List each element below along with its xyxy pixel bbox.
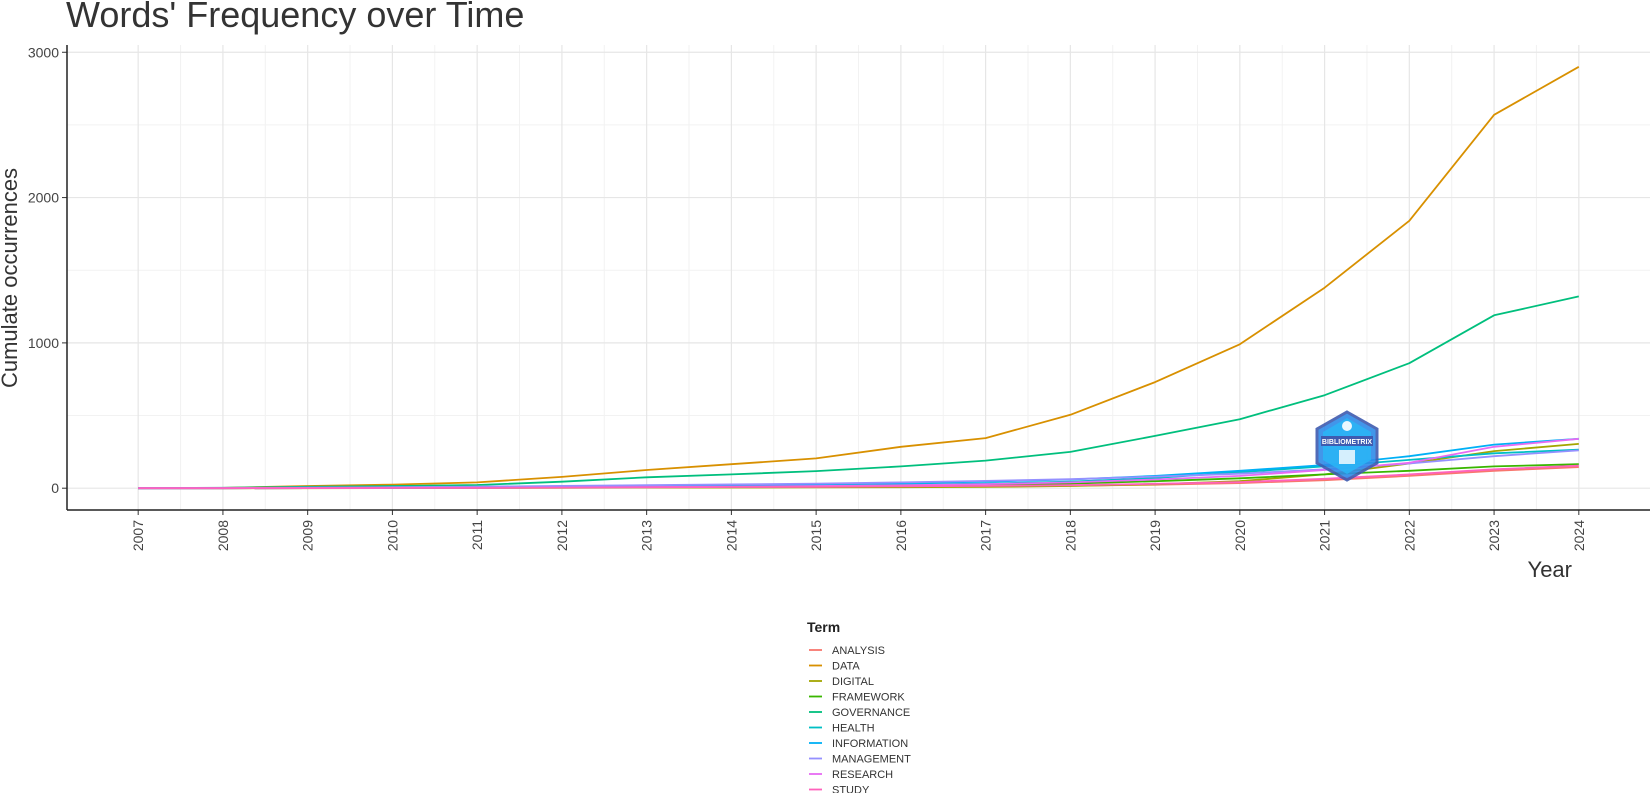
legend-title: Term [807,619,840,635]
x-tick-label: 2019 [1147,520,1163,551]
x-tick-label: 2023 [1486,520,1502,551]
x-tick-label: 2021 [1317,520,1333,551]
legend-label-study: STUDY [832,785,870,793]
x-tick-label: 2011 [469,520,485,550]
x-tick-label: 2008 [215,520,231,551]
x-axis-title: Year [1528,557,1572,582]
x-tick-label: 2020 [1232,520,1248,551]
x-tick-label: 2010 [384,520,400,551]
legend-label-governance: GOVERNANCE [832,707,910,719]
x-tick-label: 2017 [978,520,994,551]
legend-label-framework: FRAMEWORK [832,692,905,704]
x-tick-label: 2013 [639,520,655,551]
legend: Term ANALYSIS DATA DIGITAL FRAMEWORK GOVERNA… [807,619,911,793]
y-tick-label: 3000 [28,44,59,60]
x-tick-label: 2007 [130,520,146,551]
y-axis-title: Cumulate occurrences [0,168,22,388]
y-tick-label: 0 [51,480,59,496]
x-tick-label: 2024 [1571,520,1587,551]
grid [67,45,1650,510]
x-tick-label: 2022 [1401,520,1417,551]
series-line-study [138,464,1579,490]
x-tick-label: 2009 [300,520,316,551]
chart-title: Words' Frequency over Time [66,0,524,35]
logo-text: BIBLIOMETRIX [1322,439,1372,446]
y-tick-label: 1000 [28,335,59,351]
x-tick-label: 2018 [1062,520,1078,551]
legend-label-information: INFORMATION [832,738,908,750]
x-tick-label: 2016 [893,520,909,551]
bibliometrix-logo: BIBLIOMETRIX [1315,410,1379,482]
legend-label-management: MANAGEMENT [832,754,911,766]
series-line-data [138,66,1580,490]
legend-label-analysis: ANALYSIS [832,645,885,657]
series-line-governance [138,295,1579,490]
legend-label-health: HEALTH [832,723,875,735]
legend-label-digital: DIGITAL [832,676,874,688]
x-tick-label: 2012 [554,520,570,551]
y-tick-label: 2000 [28,190,59,206]
x-tick-label: 2014 [723,520,739,551]
axes: 2007 2008 2009 2010 2011 2012 2013 2014 2015 2016… [28,44,1650,551]
legend-label-data: DATA [832,661,860,673]
legend-label-research: RESEARCH [832,769,893,781]
x-tick-label: 2015 [808,520,824,551]
